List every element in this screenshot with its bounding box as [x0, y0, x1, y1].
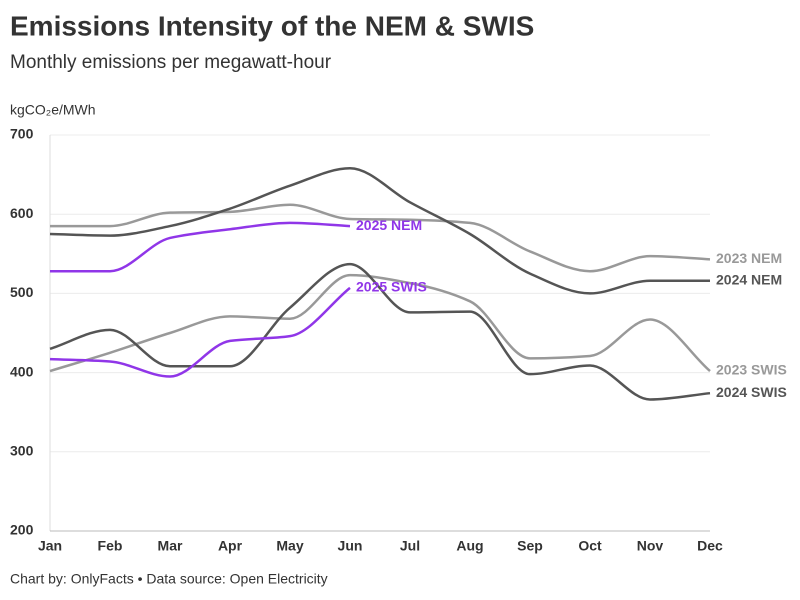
y-tick-label: 200 [10, 522, 34, 538]
series-label: 2024 NEM [716, 271, 782, 287]
chart-title: Emissions Intensity of the NEM & SWIS [10, 10, 534, 41]
x-tick-label: Jul [400, 538, 420, 554]
x-tick-label: Oct [578, 538, 602, 554]
x-tick-label: Feb [98, 538, 123, 554]
x-tick-label: Dec [697, 538, 723, 554]
x-tick-label: Sep [517, 538, 543, 554]
y-tick-label: 600 [10, 205, 34, 221]
series-label: 2023 NEM [716, 250, 782, 266]
footer: Chart by: OnlyFacts • Data source: Open … [10, 571, 328, 587]
series-label: 2025 SWIS [356, 279, 427, 295]
x-tick-label: May [276, 538, 303, 554]
x-tick-label: Mar [158, 538, 183, 554]
y-axis-label: kgCO₂e/MWh [10, 102, 96, 118]
x-tick-label: Apr [218, 538, 243, 554]
series-label: 2023 SWIS [716, 362, 787, 378]
x-tick-label: Jun [338, 538, 363, 554]
series-label: 2025 NEM [356, 217, 422, 233]
y-tick-label: 400 [10, 363, 34, 379]
line-series [50, 203, 711, 273]
line-series [50, 221, 351, 273]
series-label: 2024 SWIS [716, 384, 787, 400]
line-series [49, 273, 711, 373]
x-tick-label: Nov [637, 538, 664, 554]
x-tick-label: Jan [38, 538, 62, 554]
y-tick-label: 500 [10, 284, 34, 300]
y-tick-label: 700 [10, 126, 34, 142]
x-tick-label: Aug [456, 538, 483, 554]
chart-subtitle: Monthly emissions per megawatt-hour [10, 52, 332, 73]
y-tick-label: 300 [10, 443, 34, 459]
line-series [49, 262, 711, 401]
line-series [49, 167, 710, 295]
line-series [49, 286, 351, 378]
